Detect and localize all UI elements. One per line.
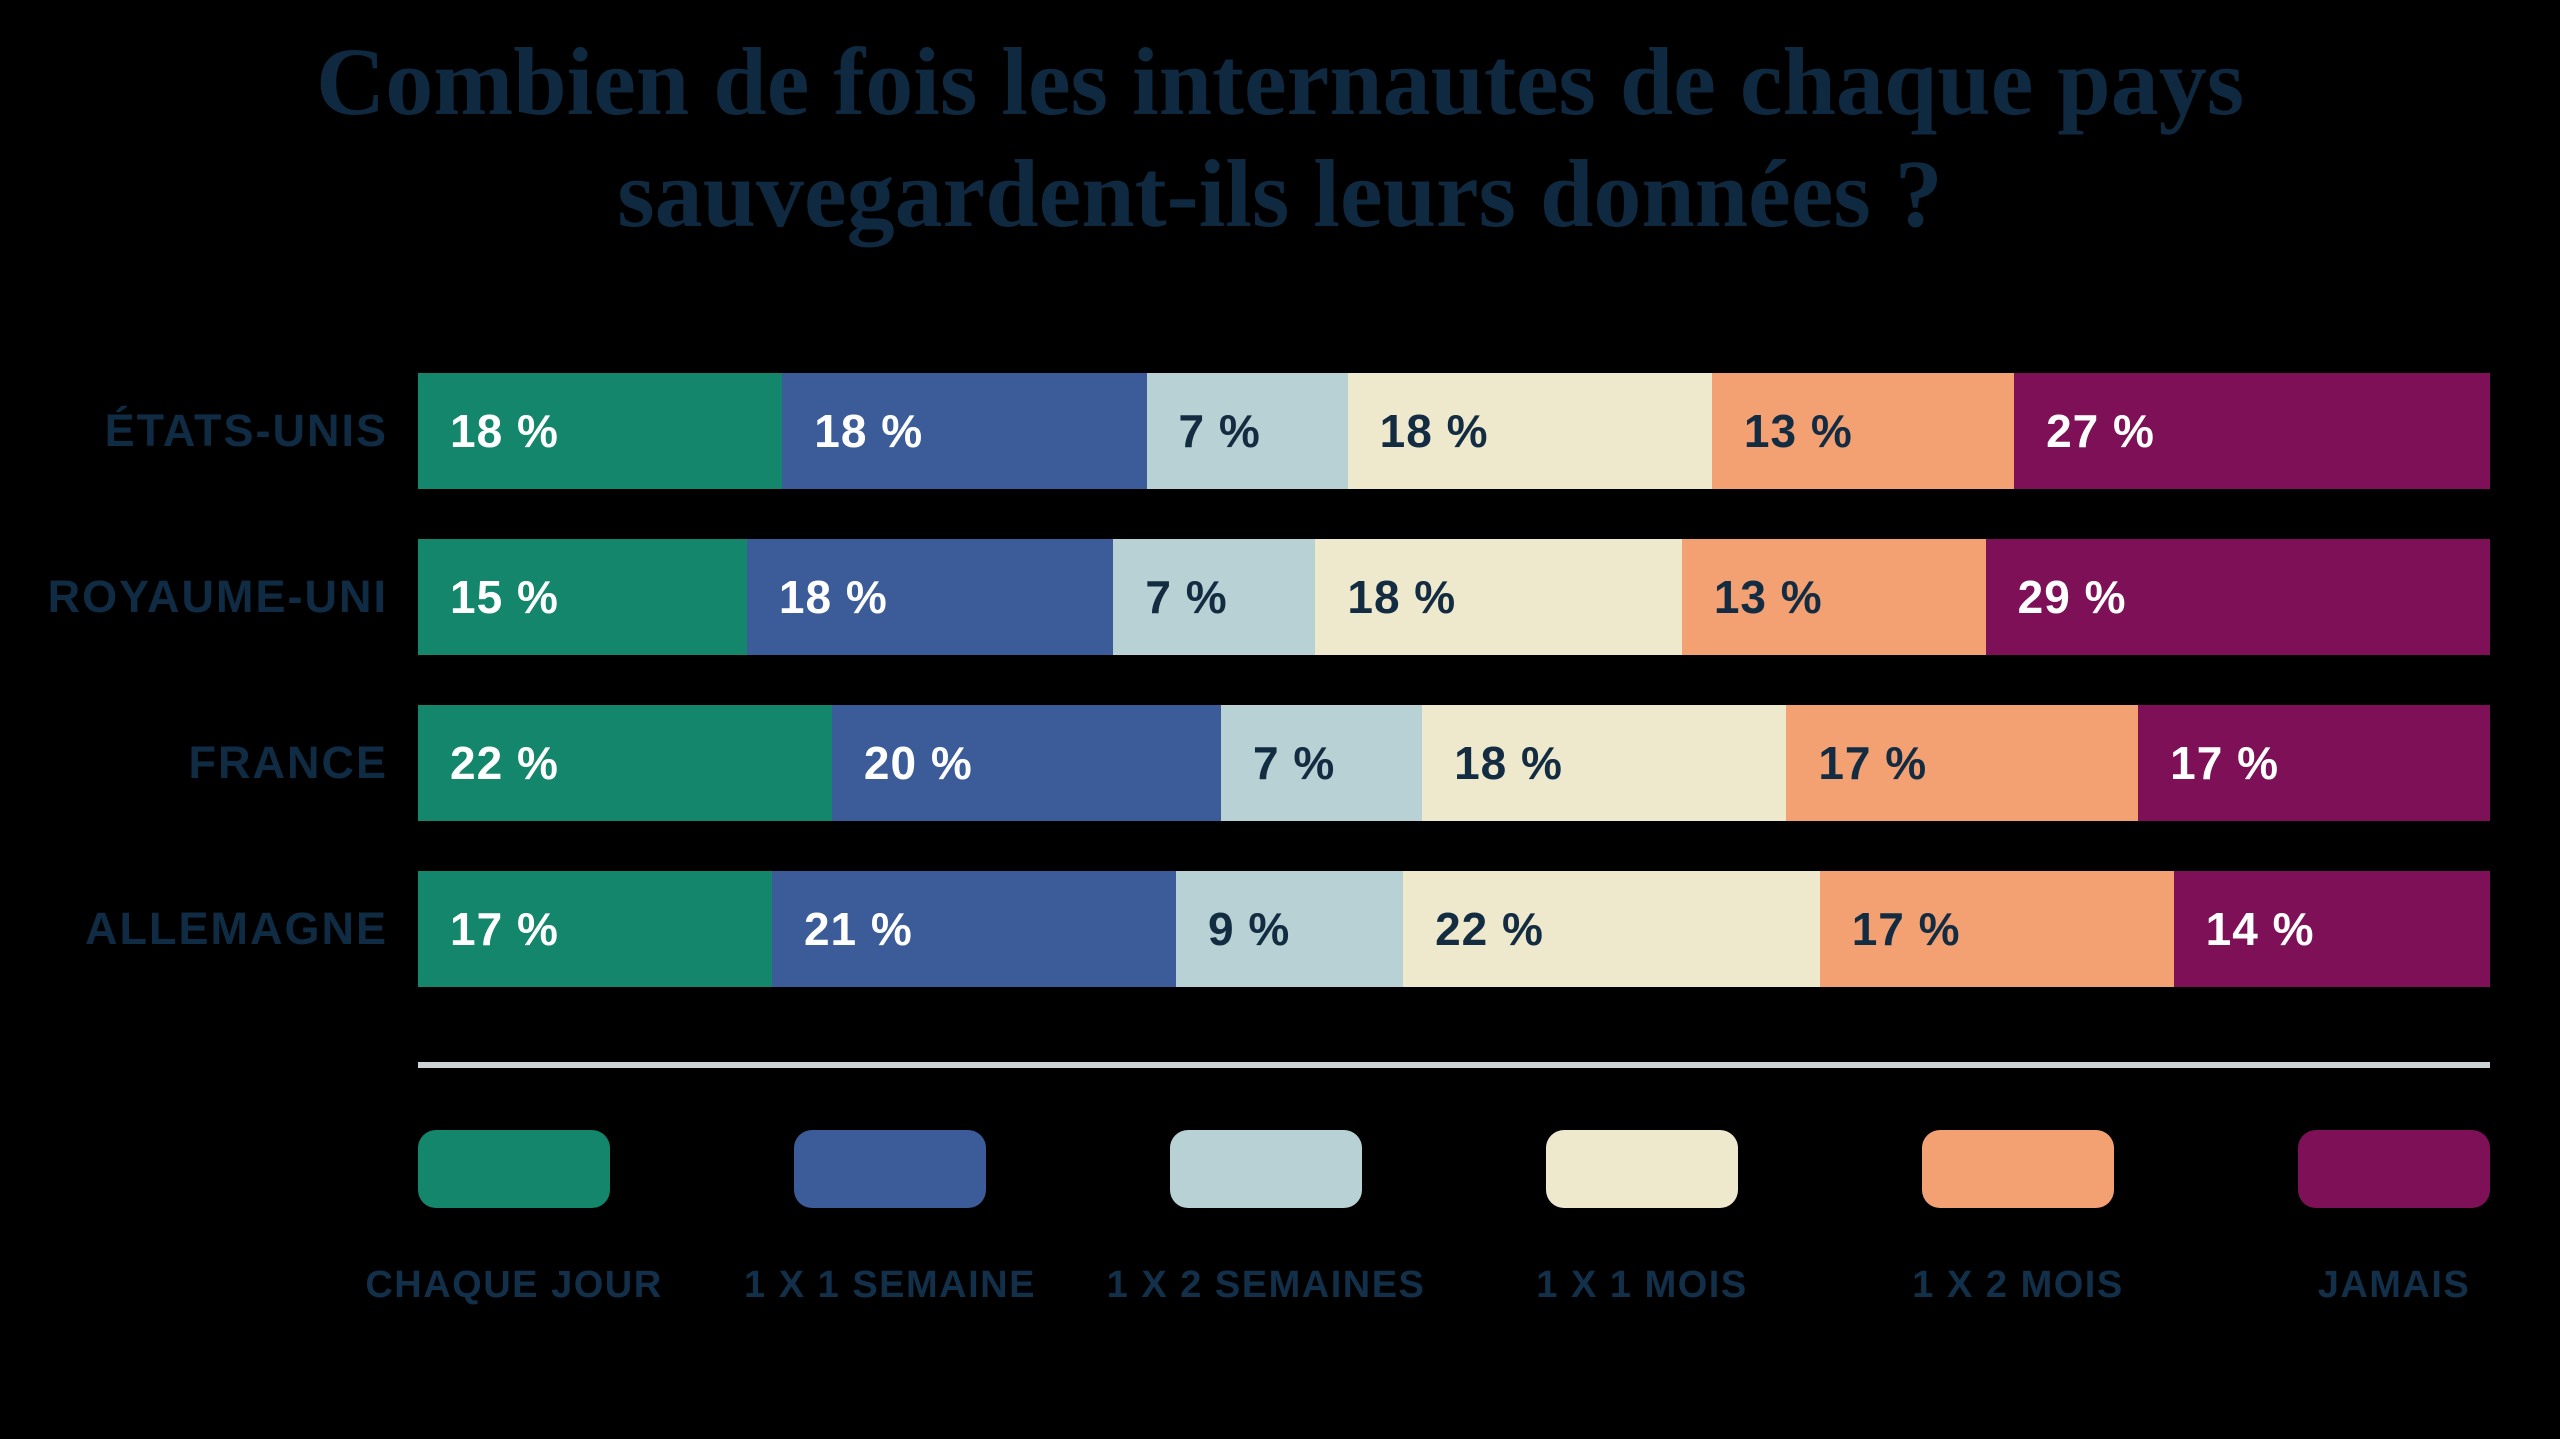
- bar-segment: 22 %: [418, 704, 832, 821]
- bar-segment: 21 %: [771, 870, 1177, 987]
- bar-segment: 18 %: [782, 372, 1147, 489]
- bar-segment: 18 %: [1315, 538, 1682, 655]
- segment-value-label: 13 %: [1743, 404, 1853, 457]
- segment-value-label: 9 %: [1208, 902, 1291, 955]
- bar-row: FRANCE 22 % 20 % 7 % 18 % 17 % 17 %: [0, 704, 2560, 821]
- bar-segment: 9 %: [1176, 870, 1404, 987]
- segment-value-label: 18 %: [1347, 570, 1457, 623]
- bar-row: ALLEMAGNE 17 % 21 % 9 % 22 % 17 % 14 %: [0, 870, 2560, 987]
- bar-segment: 20 %: [831, 704, 1221, 821]
- legend-swatch: [794, 1129, 986, 1208]
- infographic: Combien de fois les internautes de chaqu…: [0, 26, 2560, 1439]
- legend-swatch: [2298, 1129, 2490, 1208]
- legend-swatch: [1546, 1129, 1738, 1208]
- segment-value-label: 15 %: [450, 570, 559, 623]
- country-label: FRANCE: [188, 736, 388, 788]
- bar-segment: 15 %: [418, 538, 747, 655]
- bar-row: ÉTATS-UNIS 18 % 18 % 7 % 18 % 13 % 27 %: [0, 372, 2560, 489]
- bar-segment: 17 %: [1786, 704, 2139, 821]
- legend-item: 1 X 2 MOIS: [1912, 1129, 2122, 1307]
- bar-segment: 18 %: [1422, 704, 1787, 821]
- stacked-bar: 22 % 20 % 7 % 18 % 17 % 17 %: [418, 704, 2490, 821]
- chart-title: Combien de fois les internautes de chaqu…: [315, 28, 2245, 248]
- bar-segment: 27 %: [2014, 372, 2491, 489]
- country-label: ALLEMAGNE: [85, 902, 388, 954]
- segment-value-label: 27 %: [2046, 404, 2155, 457]
- legend-divider: [418, 1061, 2490, 1068]
- segment-value-label: 22 %: [450, 736, 559, 789]
- country-label: ROYAUME-UNI: [47, 570, 388, 622]
- legend-item: 1 X 1 MOIS: [1536, 1129, 1746, 1307]
- bar-row: ROYAUME-UNI 15 % 18 % 7 % 18 % 13 % 29 %: [0, 538, 2560, 655]
- stacked-bar: 15 % 18 % 7 % 18 % 13 % 29 %: [418, 538, 2491, 655]
- bar-segment: 13 %: [1681, 538, 1986, 655]
- stacked-bar: 17 % 21 % 9 % 22 % 17 % 14 %: [418, 870, 2490, 987]
- legend-label: 1 X 2 MOIS: [1912, 1263, 2124, 1306]
- segment-value-label: 21 %: [803, 902, 913, 955]
- legend-item: 1 X 2 SEMAINES: [1107, 1129, 1424, 1307]
- bar-segment: 29 %: [1985, 538, 2491, 655]
- bar-segment: 17 %: [1819, 870, 2174, 987]
- bar-segment: 7 %: [1146, 372, 1348, 489]
- segment-value-label: 13 %: [1713, 570, 1823, 623]
- legend-label: 1 X 1 SEMAINE: [744, 1263, 1036, 1306]
- legend-label: JAMAIS: [2317, 1263, 2471, 1306]
- segment-value-label: 20 %: [863, 736, 973, 789]
- country-label: ÉTATS-UNIS: [104, 404, 388, 456]
- legend-swatch: [1922, 1129, 2114, 1208]
- segment-value-label: 29 %: [2017, 570, 2127, 623]
- segment-value-label: 22 %: [1435, 902, 1544, 955]
- segment-value-label: 18 %: [1379, 404, 1489, 457]
- bar-segment: 22 %: [1403, 870, 1820, 987]
- legend-swatch: [1170, 1129, 1362, 1208]
- segment-value-label: 7 %: [1252, 736, 1336, 789]
- bar-segment: 18 %: [418, 372, 783, 489]
- segment-value-label: 7 %: [1145, 570, 1228, 623]
- bar-segment: 13 %: [1711, 372, 2015, 489]
- segment-value-label: 14 %: [2205, 902, 2315, 955]
- legend-label: 1 X 2 SEMAINES: [1106, 1263, 1426, 1306]
- legend-label: CHAQUE JOUR: [365, 1263, 663, 1306]
- segment-value-label: 17 %: [1818, 736, 1928, 789]
- legend-label: 1 X 1 MOIS: [1536, 1263, 1748, 1306]
- bar-segment: 17 %: [418, 870, 772, 987]
- stacked-bar: 18 % 18 % 7 % 18 % 13 % 27 %: [418, 372, 2491, 489]
- segment-value-label: 7 %: [1178, 404, 1261, 457]
- legend-swatch: [418, 1129, 610, 1208]
- bar-segment: 18 %: [746, 538, 1114, 655]
- legend: CHAQUE JOUR 1 X 1 SEMAINE 1 X 2 SEMAINES 1 …: [365, 1129, 2490, 1307]
- stacked-bar-chart: ÉTATS-UNIS 18 % 18 % 7 % 18 % 13 % 27 % ROYAUME…: [0, 372, 2560, 987]
- bar-segment: 17 %: [2138, 704, 2490, 821]
- bar-segment: 14 %: [2173, 870, 2490, 987]
- segment-value-label: 18 %: [1454, 736, 1563, 789]
- bar-segment: 7 %: [1220, 704, 1423, 821]
- segment-value-label: 17 %: [450, 902, 559, 955]
- segment-value-label: 17 %: [1851, 902, 1961, 955]
- bar-segment: 18 %: [1347, 372, 1712, 489]
- segment-value-label: 18 %: [778, 570, 888, 623]
- segment-value-label: 17 %: [2170, 736, 2280, 789]
- legend-item: JAMAIS: [2298, 1129, 2490, 1307]
- segment-value-label: 18 %: [814, 404, 924, 457]
- bar-segment: 7 %: [1113, 538, 1316, 655]
- segment-value-label: 18 %: [450, 404, 559, 457]
- legend-item: 1 X 1 SEMAINE: [744, 1129, 1034, 1307]
- legend-item: CHAQUE JOUR: [365, 1129, 661, 1307]
